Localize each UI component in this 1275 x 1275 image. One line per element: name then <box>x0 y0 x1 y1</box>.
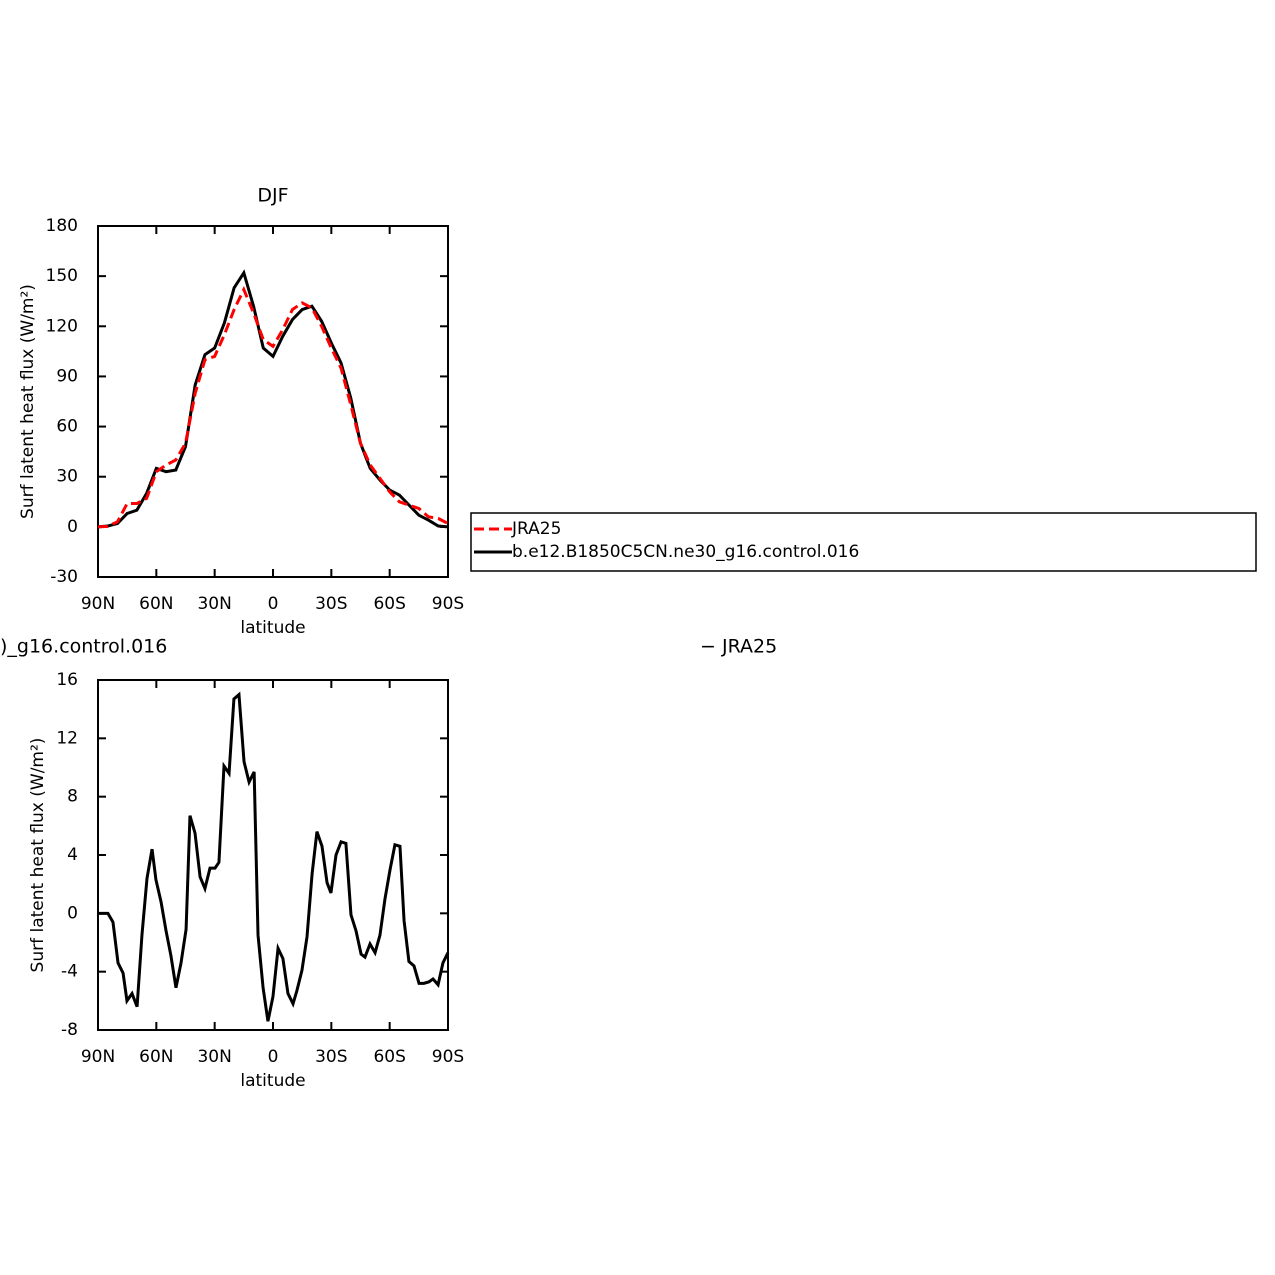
y-tick-label: 180 <box>46 216 78 236</box>
y-tick-label: 12 <box>56 728 78 748</box>
data-line <box>98 691 450 1022</box>
legend-label: b.e12.B1850C5CN.ne30_g16.control.016 <box>512 542 859 562</box>
y-tick-label: 150 <box>46 266 78 286</box>
y-tick-label: -30 <box>50 567 78 587</box>
data-line <box>97 269 449 529</box>
x-axis-label: latitude <box>240 1071 305 1091</box>
chart-title-part: − JRA25 <box>700 636 777 658</box>
y-axis-label: Surf latent heat flux (W/m²) <box>28 738 48 973</box>
x-tick-label: 30N <box>197 594 231 614</box>
x-tick-label: 0 <box>268 594 279 614</box>
x-tick-label: 30S <box>315 594 347 614</box>
y-tick-label: 30 <box>56 467 78 487</box>
x-tick-label: 90N <box>81 594 115 614</box>
y-axis-label: Surf latent heat flux (W/m²) <box>18 284 38 519</box>
legend-label: JRA25 <box>511 519 561 539</box>
y-tick-label: 0 <box>67 903 78 923</box>
plot-frame <box>97 225 449 578</box>
x-tick-label: 90N <box>81 1047 115 1067</box>
x-tick-label: 60S <box>373 1047 405 1067</box>
x-tick-label: 90S <box>432 594 464 614</box>
y-tick-label: 16 <box>56 670 78 690</box>
x-tick-label: 30S <box>315 1047 347 1067</box>
y-tick-label: 8 <box>67 787 78 807</box>
y-tick-label: 4 <box>67 845 78 865</box>
x-tick-label: 30N <box>197 1047 231 1067</box>
y-tick-label: 60 <box>56 417 78 437</box>
y-tick-label: 120 <box>46 316 78 336</box>
x-tick-label: 60N <box>139 1047 173 1067</box>
chart-title: DJF <box>257 185 288 207</box>
x-tick-label: 90S <box>432 1047 464 1067</box>
y-tick-label: 90 <box>56 366 78 386</box>
x-tick-label: 60S <box>373 594 405 614</box>
y-tick-label: -4 <box>61 962 78 982</box>
x-tick-label: 0 <box>268 1047 279 1067</box>
legend-box <box>470 512 1257 572</box>
data-line <box>97 285 449 529</box>
x-tick-label: 60N <box>139 594 173 614</box>
y-tick-label: -8 <box>61 1020 78 1040</box>
y-tick-label: 0 <box>67 517 78 537</box>
chart-title-part: )_g16.control.016 <box>0 636 167 658</box>
x-axis-label: latitude <box>240 618 305 638</box>
